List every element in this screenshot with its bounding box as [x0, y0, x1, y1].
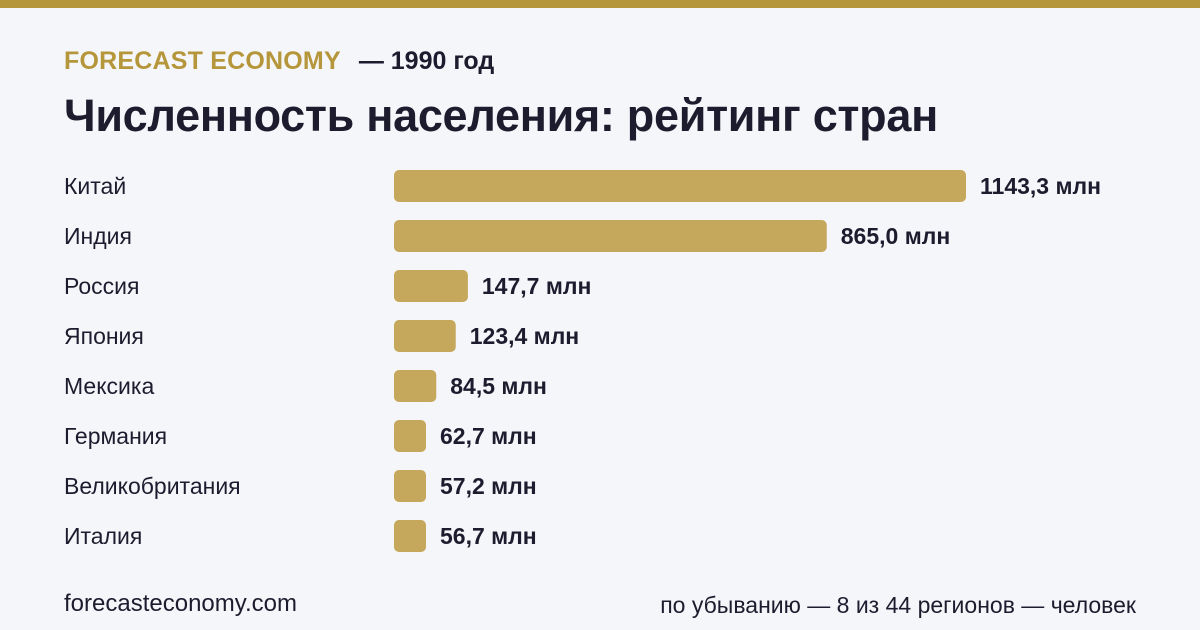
- page-title: Численность населения: рейтинг стран: [64, 90, 938, 141]
- footer-site[interactable]: forecasteconomy.com: [64, 590, 297, 617]
- value-label: 62,7 млн: [440, 423, 537, 449]
- value-label: 123,4 млн: [470, 323, 579, 349]
- brand-name: FORECAST ECONOMY: [64, 46, 341, 75]
- year-label: — 1990 год: [358, 46, 495, 75]
- value-label: 147,7 млн: [482, 273, 591, 299]
- footer-note: по убыванию — 8 из 44 регионов — человек: [660, 592, 1136, 618]
- bar: [394, 420, 426, 452]
- value-label: 865,0 млн: [841, 223, 950, 249]
- category-label: Россия: [64, 273, 139, 299]
- value-label: 56,7 млн: [440, 523, 537, 549]
- category-label: Китай: [64, 173, 126, 199]
- brand-line: FORECAST ECONOMY — 1990 год: [64, 46, 494, 76]
- value-label: 57,2 млн: [440, 473, 537, 499]
- bar: [394, 370, 437, 402]
- bar: [394, 270, 468, 302]
- bar: [394, 520, 426, 552]
- category-label: Великобритания: [64, 473, 241, 499]
- category-label: Италия: [64, 523, 142, 549]
- category-label: Мексика: [64, 373, 154, 399]
- bar: [394, 220, 827, 252]
- category-label: Германия: [64, 423, 167, 449]
- bar: [394, 320, 456, 352]
- top-accent-bar: [0, 0, 1200, 8]
- bar: [394, 470, 426, 502]
- value-label: 1143,3 млн: [980, 173, 1101, 199]
- category-label: Япония: [64, 323, 144, 349]
- bar: [394, 170, 966, 202]
- value-label: 84,5 млн: [450, 373, 547, 399]
- category-label: Индия: [64, 223, 132, 249]
